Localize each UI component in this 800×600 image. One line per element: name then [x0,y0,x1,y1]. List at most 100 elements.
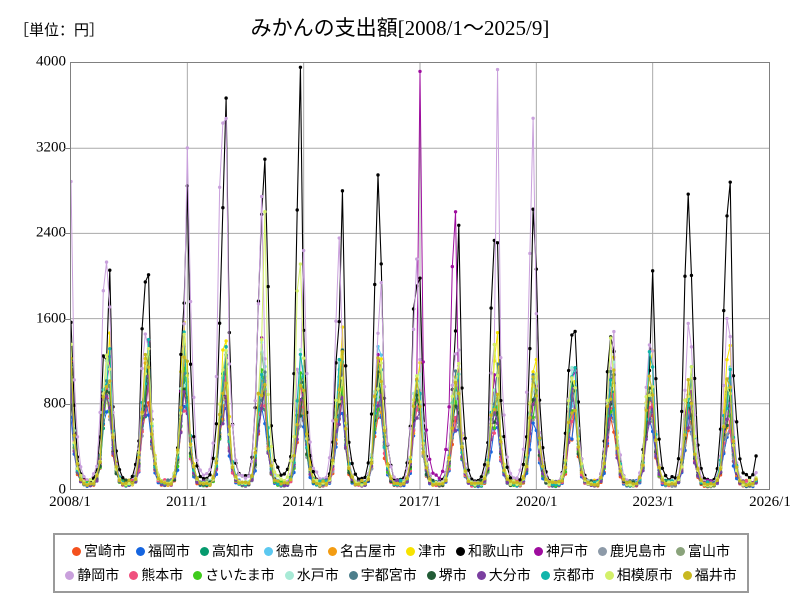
series-marker [188,299,193,304]
series-marker [524,464,529,469]
legend-item[interactable]: 和歌山市 [456,544,524,558]
legend-item[interactable]: 大分市 [476,568,531,582]
series-marker [576,400,581,404]
x-tick-label: 2017/1 [399,494,441,510]
series-marker [628,480,632,484]
series-marker [356,482,361,486]
series-marker [647,393,652,398]
series-marker [143,332,148,336]
series-marker [722,383,726,388]
series-marker [531,418,535,422]
series-marker [728,429,732,434]
series-marker [725,406,729,410]
series-marker [570,411,574,415]
series-marker [295,437,299,442]
legend-item[interactable]: 宮崎市 [72,544,126,558]
series-marker [343,364,348,368]
series-marker [334,398,338,402]
series-marker [502,413,506,417]
series-marker [654,438,658,442]
legend-item-label: 宇都宮市 [360,567,417,583]
legend-item[interactable]: 福井市 [682,568,737,582]
legend-item-label: 神戸市 [546,543,588,559]
series-marker [272,458,277,463]
series-marker [705,482,710,487]
series-marker [418,372,422,376]
legend-item[interactable]: 鹿児島市 [598,544,666,558]
legend-item[interactable]: 津市 [406,544,446,558]
series-marker [563,465,568,470]
series-marker [373,394,377,398]
series-marker [221,206,225,210]
series-marker [641,463,645,467]
series-marker [437,476,442,480]
legend-item[interactable]: 相模原市 [604,568,673,582]
series-marker [182,409,186,413]
series-marker [676,475,681,480]
legend-item[interactable]: 宇都宮市 [348,567,417,583]
series-marker [224,116,228,121]
legend-color-swatch [676,546,685,556]
series-marker [676,480,681,484]
series-marker [453,404,458,408]
legend-item[interactable]: 堺市 [426,568,467,582]
y-tick-mark [64,318,70,320]
series-marker [295,208,299,212]
legend-item-label: 鹿児島市 [610,543,666,559]
series-marker [402,481,406,486]
series-marker [466,479,471,484]
y-tick-label: 4000 [36,53,66,70]
series-marker [91,472,96,476]
series-marker [253,399,257,403]
series-marker [608,378,613,382]
series-marker [340,350,345,354]
legend-item[interactable]: 徳島市 [264,544,318,558]
series-marker [366,461,370,465]
legend-item[interactable]: 水戸市 [284,567,339,583]
series-marker [550,480,555,485]
legend-item[interactable]: 富山市 [676,544,730,558]
series-marker [382,445,387,449]
legend-item[interactable]: 神戸市 [534,544,588,558]
series-marker [71,342,73,347]
series-marker [237,472,241,477]
series-marker [654,454,658,459]
legend-item[interactable]: さいたま市 [193,568,275,582]
series-marker [276,465,280,469]
series-marker [741,483,745,487]
series-marker [515,480,519,484]
series-marker [747,478,752,483]
series-marker [521,476,526,480]
legend-item[interactable]: 名古屋市 [328,544,396,558]
series-marker [285,481,290,485]
series-marker [353,472,358,476]
legend-item[interactable]: 京都市 [540,568,595,582]
series-marker [418,276,422,280]
series-marker [444,447,448,452]
series-marker [631,482,635,486]
series-marker [376,398,380,402]
y-tick-label: 0 [58,481,67,498]
series-marker [725,357,729,362]
series-marker [72,378,76,382]
series-marker [702,476,707,481]
legend-color-swatch [604,570,614,580]
series-marker [182,330,186,334]
series-marker [686,378,690,382]
series-marker [689,345,694,349]
series-marker [234,458,238,462]
series-marker [718,467,723,471]
legend-item-label: 水戸市 [296,567,339,583]
legend-item[interactable]: 静岡市 [65,568,119,582]
legend-item[interactable]: 熊本市 [129,568,183,582]
series-marker [751,481,755,486]
series-marker [570,437,574,441]
series-marker [324,475,328,480]
series-marker [683,398,687,403]
legend-item[interactable]: 福岡市 [136,544,190,558]
series-marker [389,476,393,481]
series-marker [276,474,280,478]
series-marker [531,402,535,407]
legend-item[interactable]: 高知市 [200,544,254,558]
series-marker [453,428,458,433]
